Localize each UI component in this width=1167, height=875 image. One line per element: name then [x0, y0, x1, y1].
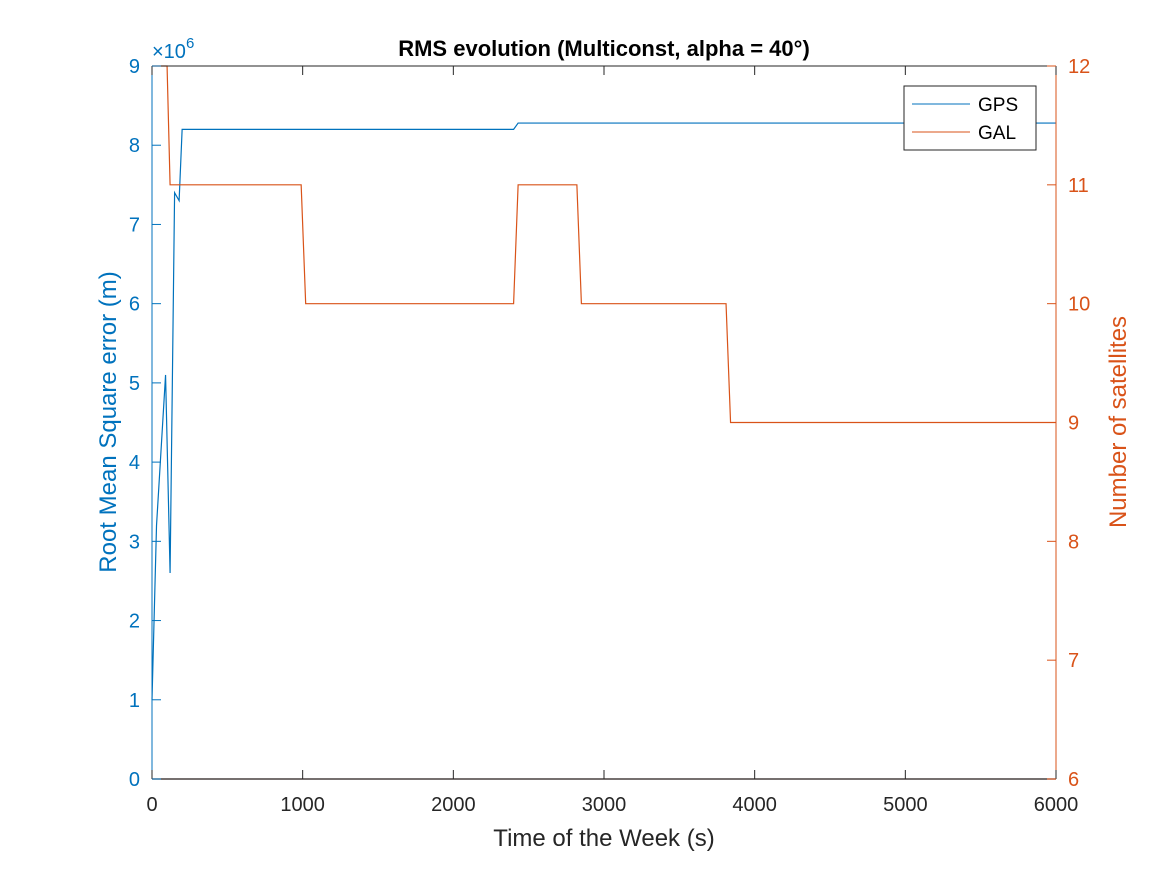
series-line-gal	[152, 65, 1056, 424]
left-y-tick-label: 8	[129, 135, 140, 157]
legend-box	[903, 85, 1037, 151]
x-tick-label: 1000	[280, 794, 325, 816]
left-axis-label: Root Mean Square error (m)	[95, 271, 122, 572]
ticks-layer: 0 1000 2000 3000 4000 5000 6000012345678967891…	[129, 56, 1090, 816]
left-y-tick-label: 2	[129, 611, 140, 633]
legend-label-gal: GAL	[978, 123, 1016, 144]
left-y-tick-label: 7	[129, 214, 140, 236]
x-tick-label: 3000	[582, 794, 627, 816]
x-tick-label: 2000	[431, 794, 476, 816]
right-y-tick-label: 10	[1068, 294, 1090, 316]
right-y-tick-label: 7	[1068, 650, 1079, 672]
right-y-tick-label: 9	[1068, 413, 1079, 435]
left-y-tick-label: 4	[129, 452, 140, 474]
left-axis-exponent-base: ×10	[152, 41, 186, 63]
left-axis-exponent: ×106	[152, 35, 194, 63]
left-y-tick-label: 1	[129, 690, 140, 712]
left-axis-exponent-power: 6	[186, 35, 194, 52]
left-y-tick-label: 6	[129, 294, 140, 316]
x-tick-label: 0	[146, 794, 157, 816]
legend-label-gps: GPS	[978, 95, 1018, 116]
left-y-tick-label: 5	[129, 373, 140, 395]
right-axis-label: Number of satellites	[1105, 316, 1132, 528]
x-axis-label: Time of the Week (s)	[493, 825, 714, 852]
left-y-tick-label: 9	[129, 56, 140, 78]
right-y-tick-label: 6	[1068, 769, 1079, 791]
series-line-gps	[151, 122, 1056, 700]
right-y-tick-label: 11	[1068, 175, 1089, 197]
x-tick-label: 5000	[883, 794, 928, 816]
right-y-tick-label: 8	[1068, 531, 1079, 553]
right-y-tick-label: 12	[1068, 56, 1090, 78]
chart-title: RMS evolution (Multiconst, alpha = 40°)	[398, 36, 810, 61]
x-tick-label: 6000	[1034, 794, 1079, 816]
left-y-tick-label: 0	[129, 769, 140, 791]
x-tick-label: 4000	[732, 794, 777, 816]
left-y-tick-label: 3	[129, 531, 140, 553]
legend: GPS GAL	[903, 85, 1037, 151]
